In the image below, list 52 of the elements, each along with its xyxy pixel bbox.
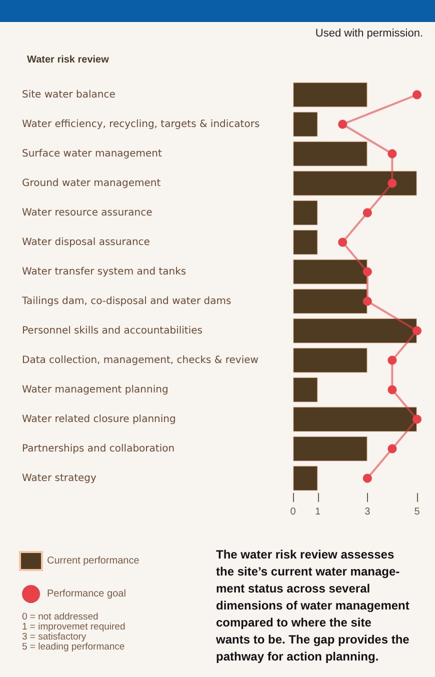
point: [412, 414, 422, 424]
bar: [293, 318, 417, 344]
y-tick-label: Water disposal assurance: [22, 236, 150, 248]
point: [388, 178, 397, 188]
y-tick-label: Tailings dam, co-disposal and water dams: [21, 296, 232, 307]
y-tick-label: Water related closure planning: [22, 414, 176, 425]
point: [412, 90, 422, 100]
point: [362, 296, 372, 306]
bar: [293, 288, 368, 314]
y-tick-label: Water efficiency, recycling, targets & indicators: [22, 118, 260, 130]
y-tick-label: Data collection, management, checks & review: [22, 354, 258, 366]
text: The water risk review assesses the site’s current water manage- ment status across several dimensions of water management compared to where the site wants to be. The gap provides the pathway for action planning.: [215, 548, 410, 664]
y-tick-label: Water management planning: [22, 384, 168, 396]
x-tick-label: 3: [364, 506, 371, 518]
point: [362, 267, 372, 276]
y-tick-label: Water strategy: [22, 472, 97, 484]
y-tick-label: Partnerships and collaboration: [22, 443, 175, 454]
point: [412, 326, 422, 336]
y-tick-label: Surface water management: [22, 148, 162, 160]
x-tick-label: 0: [290, 506, 296, 518]
bar: [293, 406, 417, 432]
text: 0 = not addressed 1 = improvemet required 3 = satisfactory 5 = leading performance: [22, 612, 126, 652]
bar: [293, 436, 368, 462]
bar: [293, 230, 318, 255]
y-tick-label: Site water balance: [22, 89, 116, 100]
point: [388, 149, 397, 158]
text: Water risk review: [27, 54, 110, 66]
text: Used with permission.: [315, 28, 423, 40]
point: [362, 208, 372, 218]
bar: [293, 466, 318, 491]
y-tick-label: Water transfer system and tanks: [22, 266, 186, 278]
point: [338, 238, 348, 247]
bar: [293, 170, 417, 196]
y-tick-label: Water resource assurance: [22, 207, 152, 218]
bar: [293, 112, 318, 137]
bar: [293, 377, 318, 402]
legend-label: Performance goal: [47, 588, 126, 600]
point: [388, 385, 397, 394]
y-tick-label: Personnel skills and accountabilities: [22, 325, 202, 336]
bar: [293, 348, 368, 373]
x-tick-label: 5: [414, 506, 420, 518]
x-tick-label: 1: [315, 506, 322, 518]
point: [362, 474, 372, 483]
y-tick-label: Ground water management: [22, 178, 161, 189]
bar: [293, 200, 318, 226]
point: [388, 444, 397, 454]
legend-label: Current performance: [47, 556, 140, 566]
point: [388, 356, 397, 365]
bar: [293, 82, 368, 108]
bar: [293, 141, 368, 166]
bar: [293, 259, 368, 284]
point: [338, 120, 348, 129]
